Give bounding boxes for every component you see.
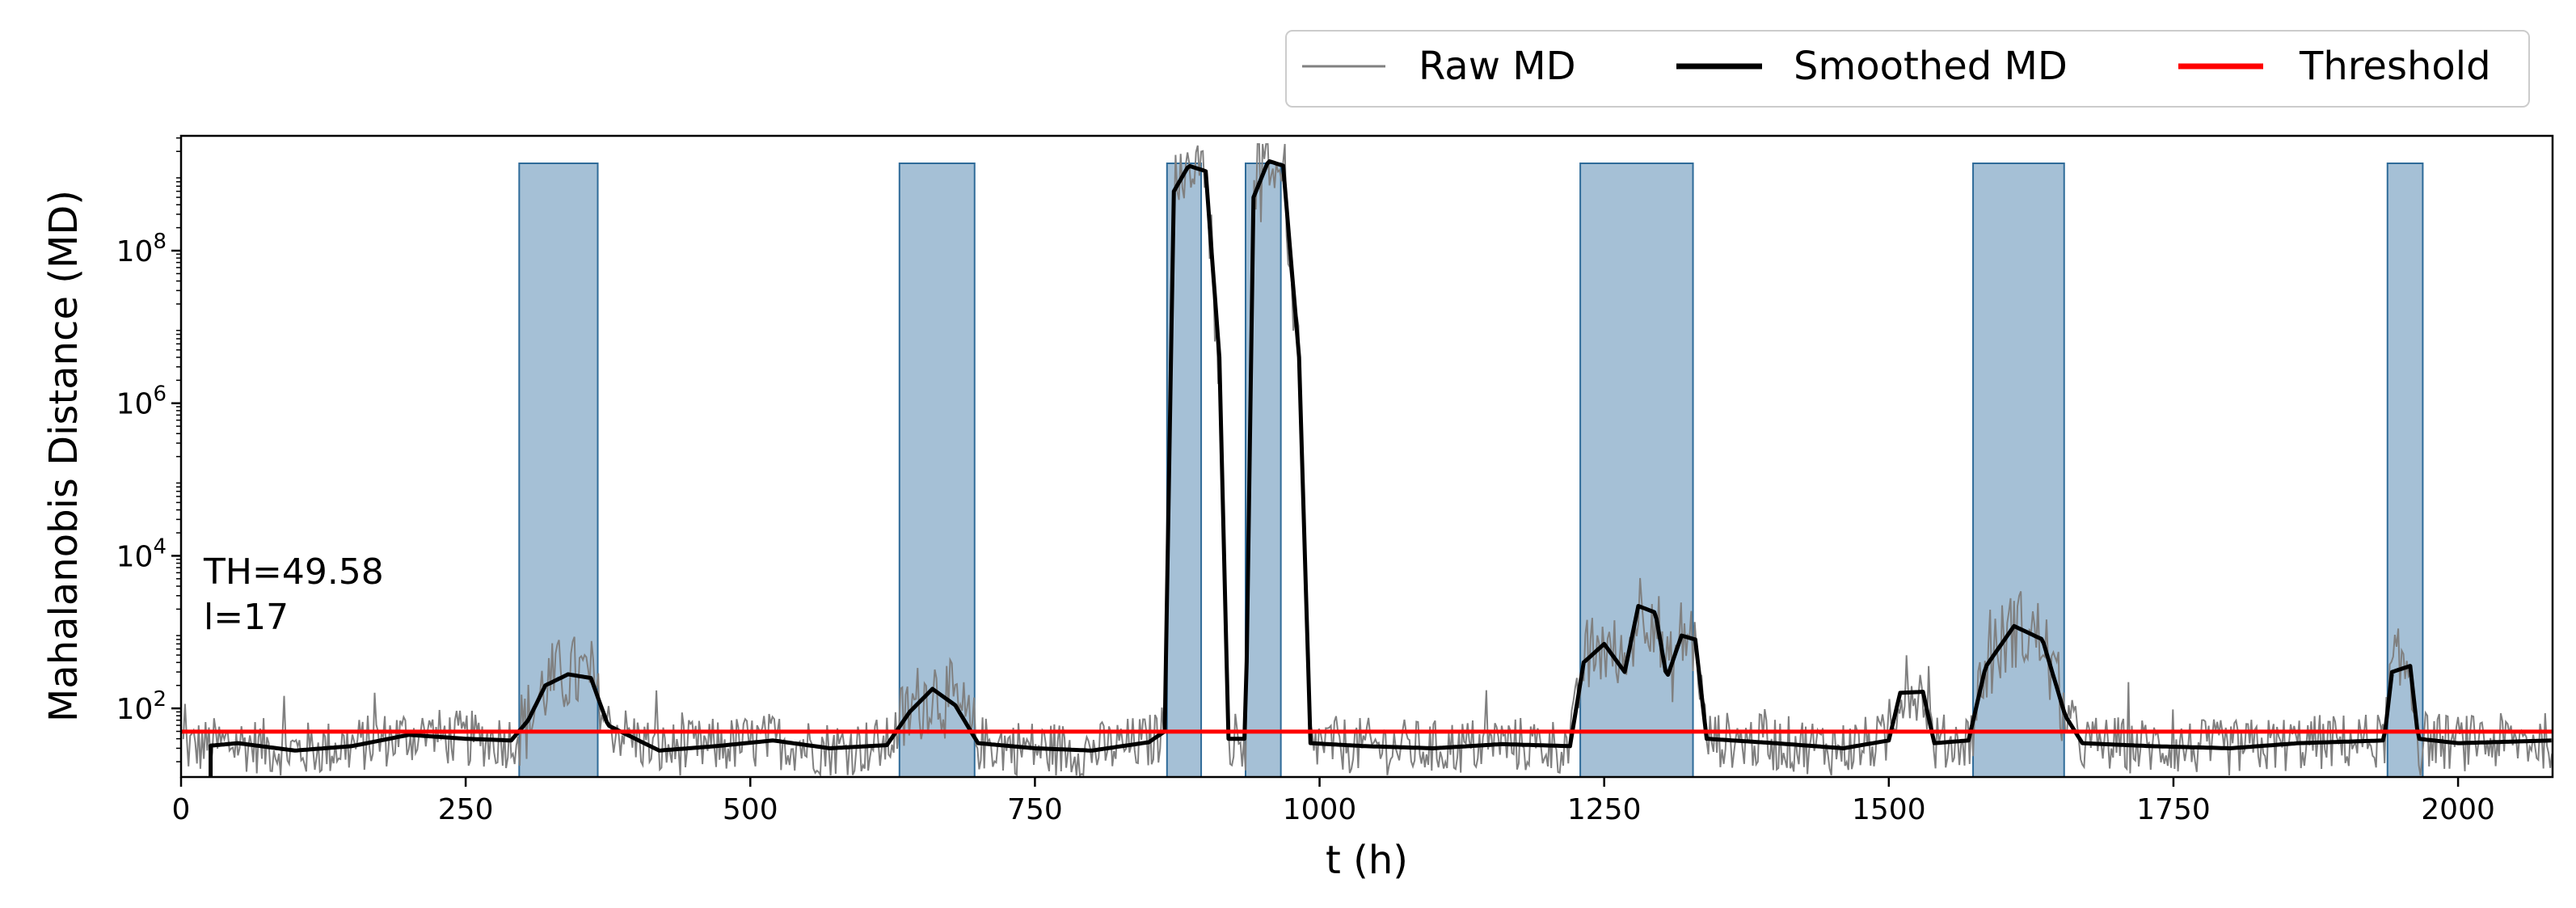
y-axis: 102 104 106 108 [116,137,181,762]
y-tick-label-3: 108 [116,230,167,268]
x-tick-label-1250: 1250 [1567,793,1642,826]
legend-label-smoothed-md: Smoothed MD [1794,44,2068,89]
legend: Raw MD Smoothed MD Threshold [1285,30,2530,108]
anomaly-span-1 [518,163,599,778]
x-tick-label-1500: 1500 [1852,793,1926,826]
anomaly-span-2 [898,163,976,778]
y-tick-label-2: 106 [116,382,167,421]
legend-frame [1285,30,2530,108]
legend-label-raw-md: Raw MD [1419,44,1576,89]
x-tick-label-500: 500 [723,793,778,826]
x-tick-label-0: 0 [172,793,191,826]
x-tick-label-250: 250 [438,793,494,826]
anomaly-span-5 [1579,163,1694,778]
x-axis-label: t (h) [1326,838,1408,883]
x-tick-label-750: 750 [1007,793,1063,826]
x-tick-label-1750: 1750 [2136,793,2211,826]
anomaly-span-7 [2386,163,2424,778]
anomaly-spans [518,163,2424,778]
annotation-window-length: l=17 [204,597,289,638]
y-tick-label-0: 102 [116,687,167,726]
smoothed-md-series [209,159,2552,777]
smoothed-md-line [209,159,2552,777]
x-tick-label-1000: 1000 [1283,793,1357,826]
legend-label-threshold: Threshold [2299,44,2491,89]
y-axis-label: Mahalanobis Distance (MD) [41,190,86,722]
y-tick-label-1: 104 [116,534,167,573]
x-tick-label-2000: 2000 [2421,793,2495,826]
x-axis: 0 250 500 750 1000 1250 1500 1750 2000 [172,777,2495,826]
annotation-threshold-value: TH=49.58 [203,551,384,593]
